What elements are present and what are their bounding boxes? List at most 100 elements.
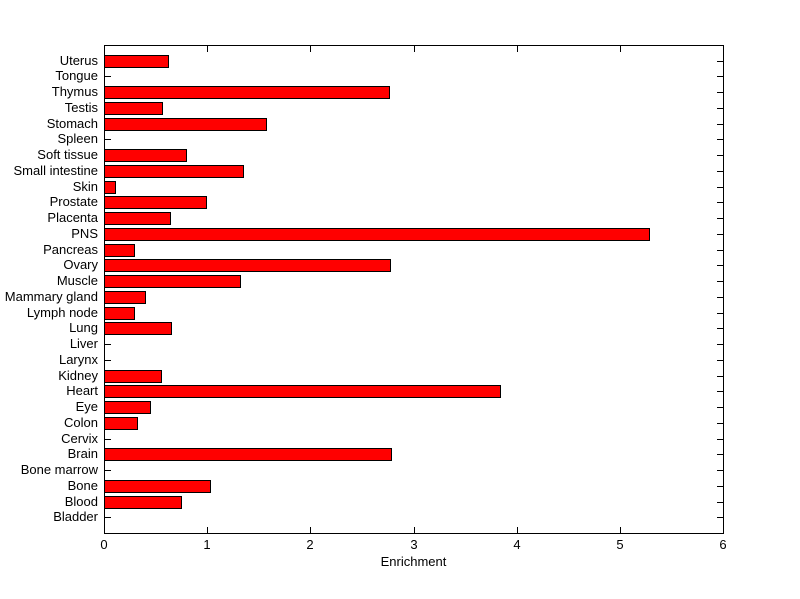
x-tick (104, 527, 105, 533)
y-tick (717, 265, 723, 266)
y-tick-label: Bone (67, 478, 98, 493)
x-tick-label: 6 (719, 537, 727, 552)
bar-muscle (104, 275, 241, 288)
bar-prostate (104, 196, 207, 209)
y-tick (717, 171, 723, 172)
y-tick (105, 517, 111, 518)
y-tick-label: Prostate (49, 194, 98, 209)
y-tick (717, 328, 723, 329)
y-tick (717, 391, 723, 392)
x-tick-label: 0 (100, 537, 108, 552)
y-tick (717, 234, 723, 235)
bar-pancreas (104, 244, 135, 257)
y-tick (717, 486, 723, 487)
x-tick (207, 527, 208, 533)
y-tick-label: Pancreas (43, 242, 98, 257)
y-tick (717, 92, 723, 93)
bar-blood (104, 496, 182, 509)
y-tick-label: Lymph node (26, 305, 98, 320)
y-tick (717, 517, 723, 518)
y-tick (717, 61, 723, 62)
bar-bone (104, 480, 211, 493)
bar-brain (104, 448, 392, 461)
x-tick-label: 1 (203, 537, 211, 552)
y-tick-label: Bone marrow (20, 462, 98, 477)
y-tick-label: Cervix (61, 431, 98, 446)
y-tick-label: Brain (67, 446, 98, 461)
y-tick (717, 297, 723, 298)
y-tick (717, 470, 723, 471)
y-tick-label: Blood (64, 494, 98, 509)
x-tick (414, 527, 415, 533)
x-tick-label: 3 (410, 537, 418, 552)
y-tick (717, 250, 723, 251)
y-tick-label: Larynx (58, 352, 98, 367)
y-tick-label: Spleen (57, 131, 98, 146)
y-tick (717, 376, 723, 377)
x-tick (207, 46, 208, 52)
x-tick (517, 527, 518, 533)
y-tick (105, 344, 111, 345)
y-tick (717, 360, 723, 361)
bar-colon (104, 417, 138, 430)
y-tick-label: Tongue (55, 68, 98, 83)
x-tick (310, 46, 311, 52)
y-tick-label: Bladder (53, 509, 98, 524)
x-axis-label: Enrichment (380, 554, 447, 569)
y-tick (105, 76, 111, 77)
bar-ovary (104, 259, 391, 272)
y-tick (717, 439, 723, 440)
y-tick-label: Lung (69, 320, 98, 335)
y-tick-label: Small intestine (13, 163, 98, 178)
x-tick (620, 46, 621, 52)
y-tick-label: Skin (72, 179, 98, 194)
bar-eye (104, 401, 151, 414)
y-tick (717, 407, 723, 408)
y-tick-label: Testis (64, 100, 98, 115)
bar-mammary-gland (104, 291, 146, 304)
y-tick (717, 155, 723, 156)
x-tick (310, 527, 311, 533)
y-tick (717, 202, 723, 203)
y-tick-label: Eye (75, 399, 98, 414)
bar-thymus (104, 86, 390, 99)
bar-lung (104, 322, 172, 335)
bar-soft-tissue (104, 149, 187, 162)
y-tick (717, 76, 723, 77)
y-tick-label: Kidney (58, 368, 98, 383)
y-tick (717, 124, 723, 125)
y-tick-label: Heart (66, 383, 98, 398)
y-tick (717, 454, 723, 455)
y-tick (717, 187, 723, 188)
y-tick-label: Liver (69, 336, 98, 351)
x-tick-label: 4 (513, 537, 521, 552)
x-tick (517, 46, 518, 52)
y-tick (717, 344, 723, 345)
y-tick-label: Placenta (47, 210, 98, 225)
x-tick-label: 5 (616, 537, 624, 552)
y-tick (105, 470, 111, 471)
bar-placenta (104, 212, 171, 225)
y-tick-label: Soft tissue (37, 147, 98, 162)
y-tick (717, 313, 723, 314)
y-tick-label: Colon (64, 415, 98, 430)
y-tick (717, 423, 723, 424)
y-tick (717, 218, 723, 219)
y-tick (717, 281, 723, 282)
x-tick (620, 527, 621, 533)
bar-uterus (104, 55, 169, 68)
bar-skin (104, 181, 116, 194)
x-tick (414, 46, 415, 52)
y-tick (105, 139, 111, 140)
x-tick-label: 2 (306, 537, 314, 552)
y-tick-label: PNS (71, 226, 98, 241)
y-tick-label: Stomach (46, 116, 98, 131)
y-tick-label: Mammary gland (4, 289, 98, 304)
x-tick (723, 527, 724, 533)
y-tick-label: Muscle (56, 273, 98, 288)
y-tick-label: Uterus (59, 53, 98, 68)
bar-lymph-node (104, 307, 135, 320)
bar-pns (104, 228, 650, 241)
bar-heart (104, 385, 501, 398)
